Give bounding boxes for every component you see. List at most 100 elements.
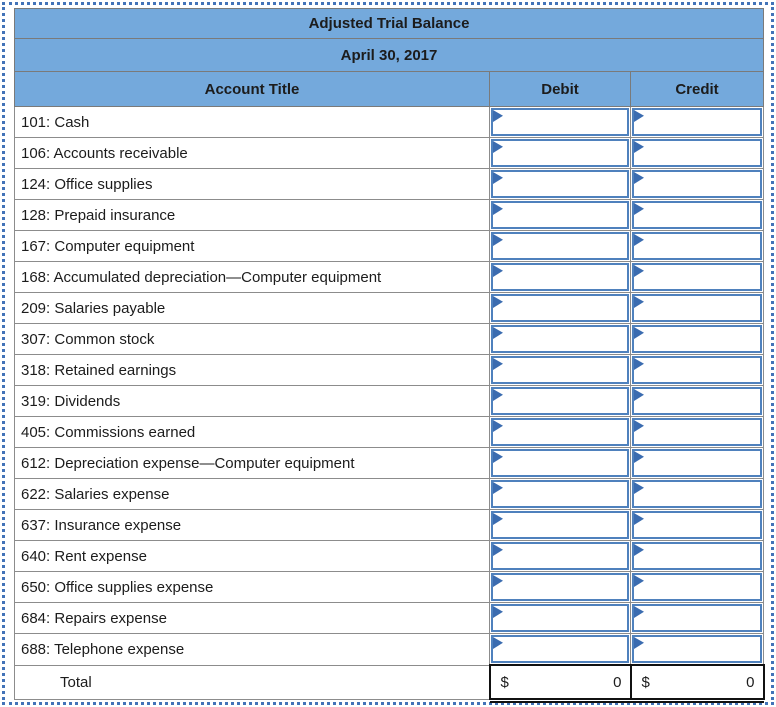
- total-credit-cell: $ 0: [629, 664, 765, 704]
- credit-input[interactable]: [632, 170, 763, 198]
- debit-entry-cell: [489, 199, 631, 231]
- debit-input[interactable]: [491, 387, 629, 415]
- total-row: Total $ 0 $ 0: [14, 664, 765, 704]
- debit-input[interactable]: [491, 542, 629, 570]
- debit-input[interactable]: [491, 108, 629, 136]
- credit-input[interactable]: [632, 108, 763, 136]
- table-row: 318: Retained earnings: [14, 354, 765, 386]
- debit-entry-cell: [489, 447, 631, 479]
- table-row: 319: Dividends: [14, 385, 765, 417]
- debit-entry-cell: [489, 323, 631, 355]
- debit-input[interactable]: [491, 573, 629, 601]
- table-row: 650: Office supplies expense: [14, 571, 765, 603]
- debit-input[interactable]: [491, 418, 629, 446]
- answer-flag-icon: [493, 575, 503, 587]
- credit-input[interactable]: [632, 418, 763, 446]
- answer-flag-icon: [493, 172, 503, 184]
- debit-input[interactable]: [491, 635, 629, 663]
- answer-flag-icon: [634, 296, 644, 308]
- answer-flag-icon: [634, 482, 644, 494]
- answer-flag-icon: [634, 420, 644, 432]
- debit-input[interactable]: [491, 263, 629, 291]
- credit-input[interactable]: [632, 294, 763, 322]
- answer-flag-icon: [493, 110, 503, 122]
- debit-input[interactable]: [491, 325, 629, 353]
- credit-entry-cell: [629, 416, 765, 448]
- debit-input[interactable]: [491, 604, 629, 632]
- table-row: 688: Telephone expense: [14, 633, 765, 666]
- account-title-cell: 684: Repairs expense: [14, 602, 490, 634]
- credit-entry-cell: [629, 137, 765, 169]
- debit-input[interactable]: [491, 139, 629, 167]
- account-title-cell: 612: Depreciation expense—Computer equip…: [14, 447, 490, 479]
- debit-input[interactable]: [491, 232, 629, 260]
- credit-entry-cell: [629, 509, 765, 541]
- credit-input[interactable]: [632, 573, 763, 601]
- table-row: 684: Repairs expense: [14, 602, 765, 634]
- answer-flag-icon: [493, 327, 503, 339]
- account-title-cell: 318: Retained earnings: [14, 354, 490, 386]
- table-row: 167: Computer equipment: [14, 230, 765, 262]
- credit-entry-cell: [629, 323, 765, 355]
- credit-input[interactable]: [632, 604, 763, 632]
- debit-entry-cell: [489, 261, 631, 293]
- debit-input[interactable]: [491, 511, 629, 539]
- answer-flag-icon: [493, 513, 503, 525]
- date-row: April 30, 2017: [13, 38, 765, 72]
- debit-entry-cell: [489, 106, 631, 138]
- column-header-row: Account Title Debit Credit: [14, 71, 765, 107]
- table-row: 637: Insurance expense: [14, 509, 765, 541]
- credit-input[interactable]: [632, 635, 763, 663]
- answer-flag-icon: [634, 358, 644, 370]
- credit-input[interactable]: [632, 356, 763, 384]
- answer-flag-icon: [493, 544, 503, 556]
- debit-entry-cell: [489, 137, 631, 169]
- credit-input[interactable]: [632, 542, 763, 570]
- debit-input[interactable]: [491, 480, 629, 508]
- table-row: 307: Common stock: [14, 323, 765, 355]
- table-title: Adjusted Trial Balance: [13, 8, 765, 39]
- answer-flag-icon: [493, 234, 503, 246]
- total-debit-amount: 0: [613, 673, 622, 691]
- table-row: 612: Depreciation expense—Computer equip…: [14, 447, 765, 479]
- credit-input[interactable]: [632, 511, 763, 539]
- total-debit-cell: $ 0: [488, 664, 632, 704]
- credit-input[interactable]: [632, 480, 763, 508]
- answer-flag-icon: [493, 420, 503, 432]
- adjusted-trial-balance-table: Adjusted Trial Balance April 30, 2017 Ac…: [13, 8, 765, 704]
- credit-input[interactable]: [632, 139, 763, 167]
- credit-input[interactable]: [632, 201, 763, 229]
- debit-entry-cell: [489, 602, 631, 634]
- account-title-cell: 640: Rent expense: [14, 540, 490, 572]
- answer-flag-icon: [634, 172, 644, 184]
- account-title-cell: 106: Accounts receivable: [14, 137, 490, 169]
- answer-flag-icon: [634, 141, 644, 153]
- credit-input[interactable]: [632, 449, 763, 477]
- debit-input[interactable]: [491, 294, 629, 322]
- debit-entry-cell: [489, 354, 631, 386]
- credit-input[interactable]: [632, 232, 763, 260]
- answer-flag-icon: [493, 141, 503, 153]
- debit-input[interactable]: [491, 170, 629, 198]
- credit-entry-cell: [629, 540, 765, 572]
- credit-input[interactable]: [632, 263, 763, 291]
- title-row: Adjusted Trial Balance: [13, 8, 765, 39]
- credit-input[interactable]: [632, 387, 763, 415]
- credit-entry-cell: [629, 633, 765, 666]
- debit-input[interactable]: [491, 356, 629, 384]
- table-row: 128: Prepaid insurance: [14, 199, 765, 231]
- account-title-cell: 128: Prepaid insurance: [14, 199, 490, 231]
- debit-input[interactable]: [491, 449, 629, 477]
- debit-entry-cell: [489, 168, 631, 200]
- column-header-credit: Credit: [629, 71, 765, 107]
- credit-input[interactable]: [632, 325, 763, 353]
- credit-entry-cell: [629, 354, 765, 386]
- debit-entry-cell: [489, 540, 631, 572]
- credit-entry-cell: [629, 261, 765, 293]
- answer-flag-icon: [493, 203, 503, 215]
- debit-input[interactable]: [491, 201, 629, 229]
- account-title-cell: 650: Office supplies expense: [14, 571, 490, 603]
- debit-entry-cell: [489, 385, 631, 417]
- account-title-cell: 319: Dividends: [14, 385, 490, 417]
- answer-flag-icon: [493, 482, 503, 494]
